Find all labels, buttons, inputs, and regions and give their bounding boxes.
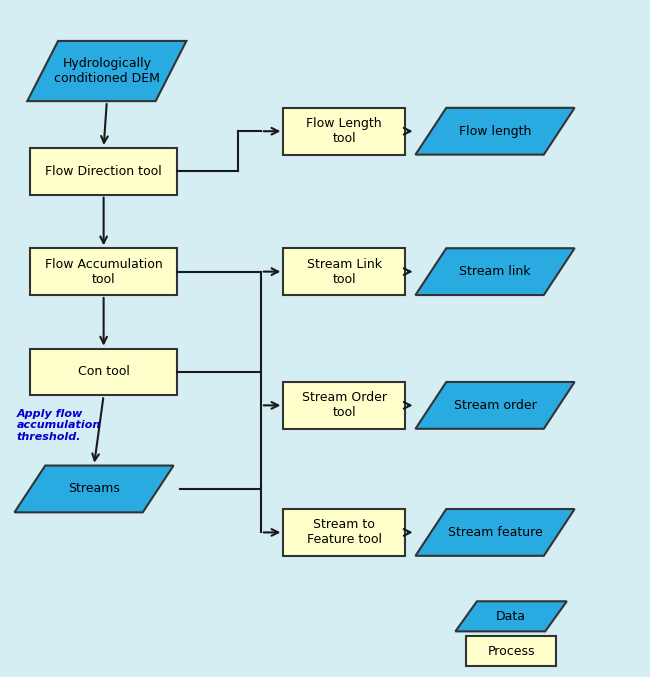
Text: Apply flow
accumulation
threshold.: Apply flow accumulation threshold.	[17, 409, 101, 442]
Text: Flow Accumulation
tool: Flow Accumulation tool	[45, 258, 162, 286]
Polygon shape	[415, 382, 575, 429]
FancyBboxPatch shape	[283, 509, 405, 556]
Text: Stream to
Feature tool: Stream to Feature tool	[307, 519, 382, 546]
Text: Flow Direction tool: Flow Direction tool	[46, 165, 162, 178]
FancyBboxPatch shape	[283, 248, 405, 295]
Text: Flow Length
tool: Flow Length tool	[306, 117, 382, 145]
Polygon shape	[14, 466, 174, 512]
Text: Stream order: Stream order	[454, 399, 536, 412]
Text: Con tool: Con tool	[78, 366, 129, 378]
FancyBboxPatch shape	[283, 382, 405, 429]
Text: Streams: Streams	[68, 483, 120, 496]
Polygon shape	[415, 108, 575, 154]
Text: Process: Process	[488, 645, 535, 657]
Polygon shape	[415, 248, 575, 295]
Text: Hydrologically
conditioned DEM: Hydrologically conditioned DEM	[54, 57, 160, 85]
Polygon shape	[456, 601, 567, 632]
FancyBboxPatch shape	[30, 148, 177, 195]
Text: Stream feature: Stream feature	[448, 526, 542, 539]
FancyBboxPatch shape	[30, 248, 177, 295]
FancyBboxPatch shape	[30, 349, 177, 395]
Text: Flow length: Flow length	[459, 125, 531, 137]
FancyBboxPatch shape	[466, 636, 556, 666]
Text: Stream Order
tool: Stream Order tool	[302, 391, 387, 419]
Text: Stream Link
tool: Stream Link tool	[307, 258, 382, 286]
FancyBboxPatch shape	[283, 108, 405, 154]
Text: Stream link: Stream link	[460, 265, 531, 278]
Polygon shape	[27, 41, 187, 101]
Text: Data: Data	[496, 610, 526, 623]
Polygon shape	[415, 509, 575, 556]
